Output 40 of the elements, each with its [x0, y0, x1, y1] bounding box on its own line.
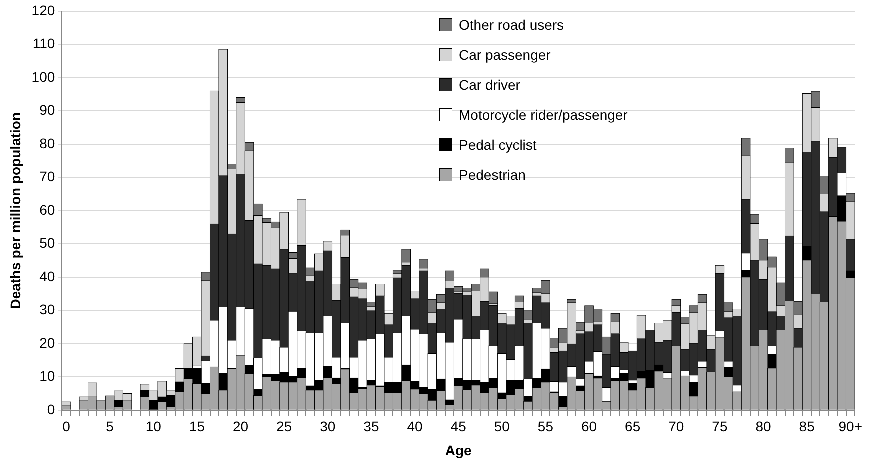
- legend-label: Car driver: [459, 77, 520, 93]
- legend-label: Pedestrian: [459, 167, 526, 183]
- y-tick-label: 90: [40, 102, 56, 118]
- y-tick-label: 10: [40, 368, 56, 384]
- x-tick-label: 10: [146, 418, 162, 435]
- x-tick-label: 65: [625, 418, 641, 435]
- x-tick-label: 25: [276, 418, 292, 435]
- legend-label: Car passenger: [459, 47, 551, 63]
- x-tick-label: 15: [189, 418, 206, 435]
- x-tick-label: 55: [538, 418, 554, 435]
- x-tick-label: 85: [799, 418, 816, 435]
- y-tick-label: 80: [40, 135, 56, 152]
- y-tick-label: 100: [32, 68, 56, 85]
- y-tick-label: 30: [40, 302, 56, 318]
- x-axis-title: Age: [445, 442, 472, 458]
- legend-label: Other road users: [459, 17, 564, 33]
- y-tick-label: 0: [47, 401, 56, 418]
- x-tick-label: 50: [494, 418, 510, 435]
- legend-label: Motorcycle rider/passenger: [459, 107, 628, 123]
- y-tick-label: 60: [40, 202, 56, 218]
- x-tick-label: 45: [450, 418, 467, 435]
- y-axis-title: Deaths per million population: [7, 112, 24, 310]
- x-tick-label: 70: [668, 418, 684, 435]
- y-tick-label: 110: [32, 36, 56, 52]
- y-tick-label: 40: [40, 268, 56, 284]
- x-tick-label: 40: [407, 418, 424, 435]
- legend-label: Pedal cyclist: [459, 137, 537, 153]
- x-tick-label: 35: [364, 418, 380, 435]
- y-tick-label: 50: [40, 235, 56, 252]
- x-tick-label: 90+: [838, 418, 863, 435]
- x-tick-label: 5: [106, 418, 114, 435]
- y-tick-label: 20: [40, 334, 56, 351]
- x-tick-label: 80: [756, 418, 772, 435]
- x-tick-label: 75: [712, 418, 728, 435]
- y-tick-label: 70: [40, 168, 56, 185]
- x-tick-label: 30: [320, 418, 336, 435]
- x-tick-label: 60: [581, 418, 598, 435]
- x-tick-label: 20: [232, 418, 249, 435]
- y-tick-label: 120: [32, 2, 56, 18]
- x-tick-label: 0: [62, 418, 71, 435]
